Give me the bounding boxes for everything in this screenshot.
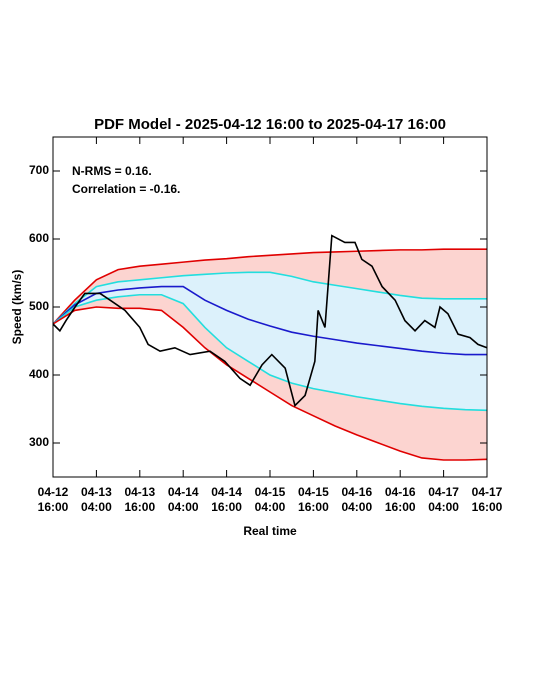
x-tick-label: 04-15 04:00 <box>255 485 286 514</box>
series-line <box>52 271 487 325</box>
x-tick-label: 04-15 16:00 <box>298 485 329 514</box>
x-tick-label: 04-14 04:00 <box>168 485 199 514</box>
annotation: N-RMS = 0.16. <box>72 164 152 178</box>
y-axis-label: Speed (km/s) <box>10 270 24 345</box>
x-tick-label: 04-13 04:00 <box>81 485 112 514</box>
y-tick-label: 300 <box>29 435 49 449</box>
series-line <box>52 285 487 356</box>
x-tick-label: 04-17 04:00 <box>428 485 459 514</box>
x-tick-label: 04-13 16:00 <box>124 485 155 514</box>
x-tick-label: 04-16 16:00 <box>385 485 416 514</box>
y-tick-label: 400 <box>29 367 49 381</box>
x-tick-label: 04-12 16:00 <box>38 485 69 514</box>
annotation: Correlation = -0.16. <box>72 182 180 196</box>
x-axis-label: Real time <box>243 524 297 538</box>
chart-title: PDF Model - 2025-04-12 16:00 to 2025-04-… <box>94 116 446 133</box>
x-tick-label: 04-14 16:00 <box>211 485 242 514</box>
band-fill <box>53 272 487 411</box>
x-tick-label: 04-17 16:00 <box>472 485 503 514</box>
y-tick-label: 600 <box>29 231 49 245</box>
series-line <box>52 293 488 412</box>
series-line <box>52 306 488 461</box>
y-tick-label: 700 <box>29 163 49 177</box>
series-line <box>52 248 487 325</box>
y-tick-label: 500 <box>29 299 49 313</box>
x-tick-label: 04-16 04:00 <box>341 485 372 514</box>
series-line <box>52 234 488 408</box>
